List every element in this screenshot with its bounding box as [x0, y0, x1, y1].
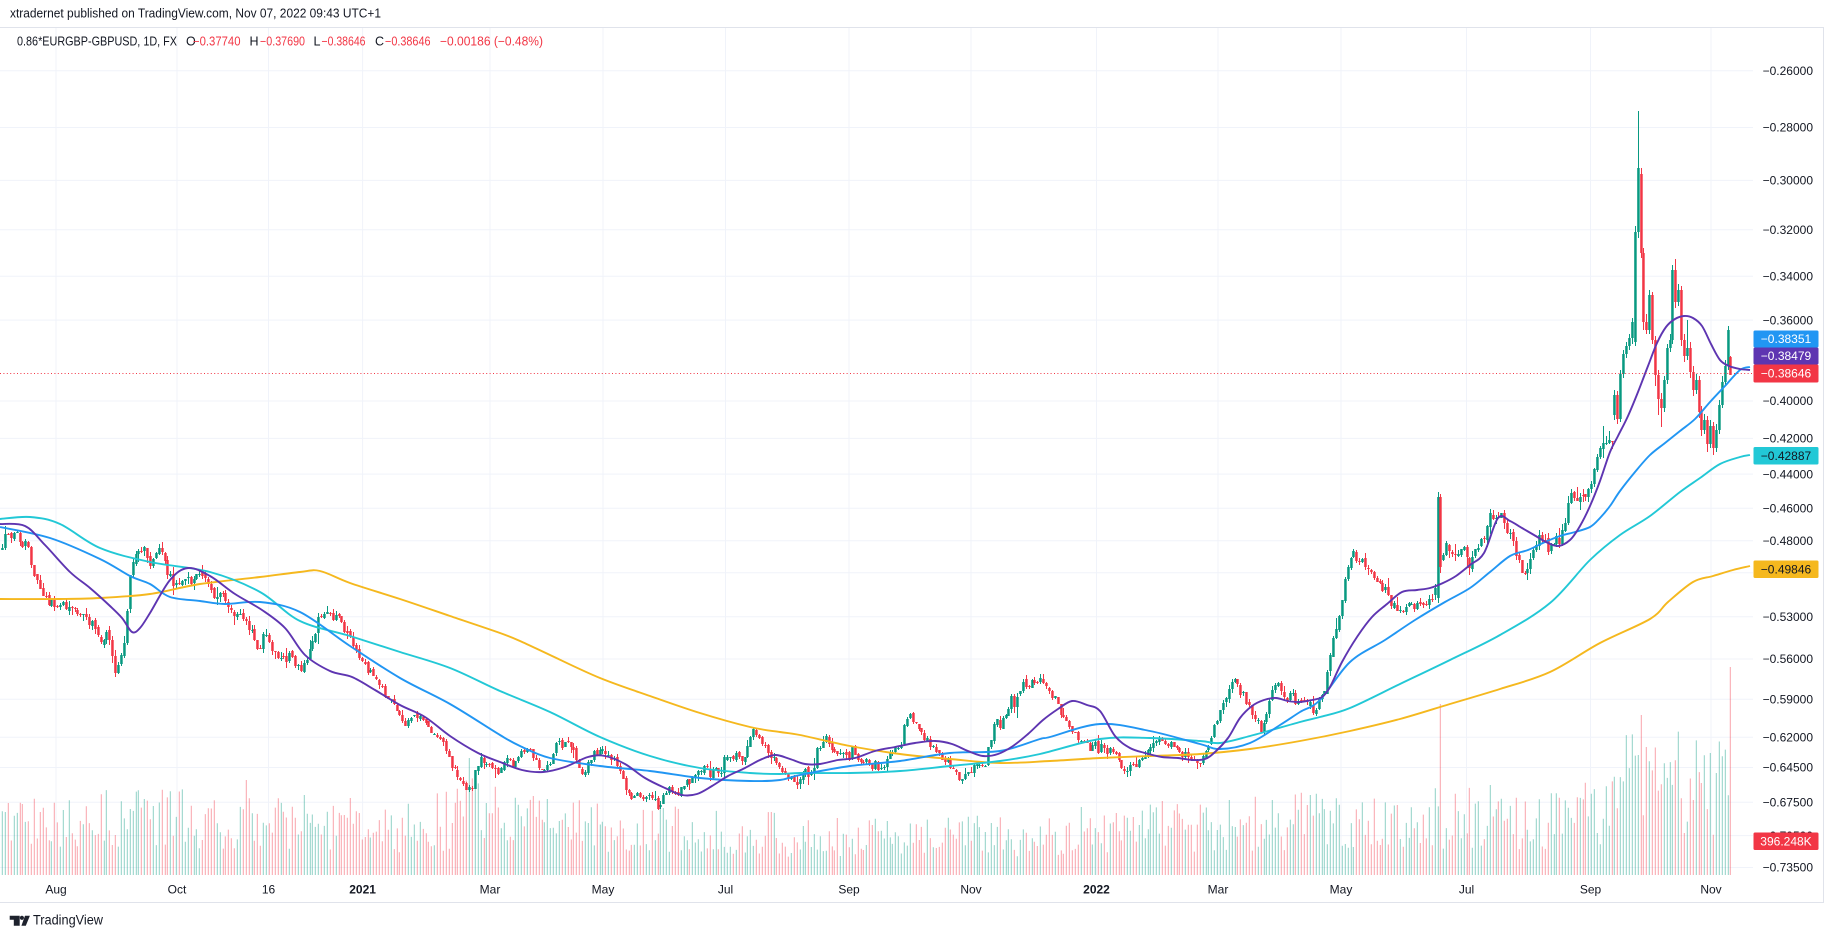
- svg-text:Jul: Jul: [718, 883, 733, 897]
- svg-text:−0.30000: −0.30000: [1763, 174, 1814, 188]
- svg-text:−0.56000: −0.56000: [1763, 652, 1814, 666]
- svg-text:−0.53000: −0.53000: [1763, 610, 1814, 624]
- svg-text:−0.34000: −0.34000: [1763, 270, 1814, 284]
- svg-text:−0.67500: −0.67500: [1763, 796, 1814, 810]
- svg-text:−0.44000: −0.44000: [1763, 467, 1814, 481]
- svg-text:16: 16: [262, 883, 276, 897]
- svg-text:−0.59000: −0.59000: [1763, 692, 1814, 706]
- svg-text:Nov: Nov: [960, 883, 981, 897]
- svg-text:Mar: Mar: [480, 883, 501, 897]
- svg-text:Oct: Oct: [168, 883, 187, 897]
- svg-text:396.248K: 396.248K: [1760, 835, 1811, 849]
- svg-text:−0.73500: −0.73500: [1763, 861, 1814, 875]
- svg-text:Mar: Mar: [1208, 883, 1229, 897]
- svg-text:−0.26000: −0.26000: [1763, 64, 1814, 78]
- svg-text:−0.38479: −0.38479: [1761, 349, 1812, 363]
- svg-text:Sep: Sep: [1580, 883, 1602, 897]
- svg-text:xtradernet published on Tradin: xtradernet published on TradingView.com,…: [10, 7, 381, 21]
- svg-text:−0.48000: −0.48000: [1763, 534, 1814, 548]
- svg-text:May: May: [1330, 883, 1353, 897]
- svg-text:May: May: [592, 883, 615, 897]
- svg-text:−0.46000: −0.46000: [1763, 501, 1814, 515]
- svg-text:−0.64500: −0.64500: [1763, 761, 1814, 775]
- svg-text:−0.36000: −0.36000: [1763, 313, 1814, 327]
- svg-text:Jul: Jul: [1459, 883, 1474, 897]
- svg-text:−0.42000: −0.42000: [1763, 432, 1814, 446]
- svg-text:Nov: Nov: [1700, 883, 1721, 897]
- svg-text:2022: 2022: [1083, 883, 1110, 897]
- svg-text:TradingView: TradingView: [33, 913, 103, 928]
- svg-text:0.86*EURGBP-GBPUSD, 1D, FXO−0.: 0.86*EURGBP-GBPUSD, 1D, FX O−0.37740 H−0.3…: [17, 35, 543, 49]
- svg-text:−0.38351: −0.38351: [1761, 332, 1812, 346]
- svg-text:−0.42887: −0.42887: [1761, 449, 1812, 463]
- svg-text:−0.40000: −0.40000: [1763, 394, 1814, 408]
- svg-text:−0.32000: −0.32000: [1763, 223, 1814, 237]
- svg-text:−0.62000: −0.62000: [1763, 730, 1814, 744]
- svg-text:−0.49846: −0.49846: [1761, 563, 1812, 577]
- svg-text:Aug: Aug: [45, 883, 66, 897]
- svg-text:Sep: Sep: [838, 883, 860, 897]
- svg-text:−0.38646: −0.38646: [1761, 367, 1812, 381]
- svg-text:2021: 2021: [349, 883, 376, 897]
- svg-text:−0.28000: −0.28000: [1763, 121, 1814, 135]
